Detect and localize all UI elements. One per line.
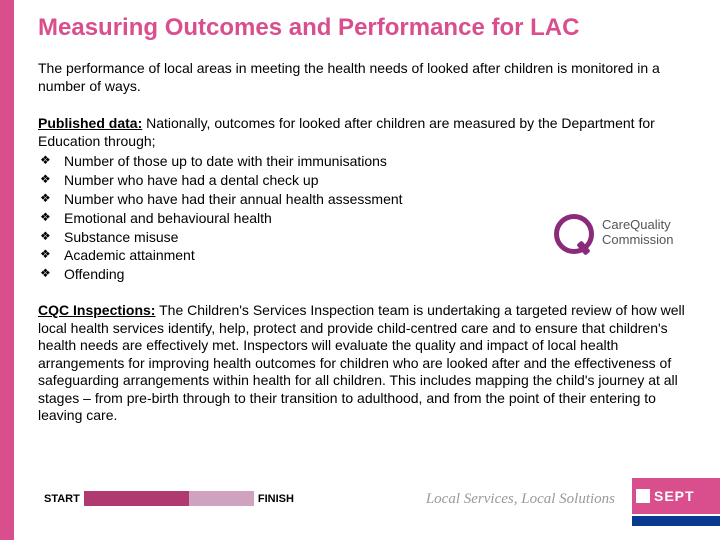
- cqc-label: CQC Inspections:: [38, 302, 155, 318]
- progress-fill: [84, 491, 189, 506]
- cqc-q-icon: [554, 214, 594, 254]
- progress-indicator: START FINISH: [44, 491, 294, 506]
- progress-start-label: START: [44, 493, 80, 505]
- brand-text: SEPT: [654, 488, 695, 504]
- intro-paragraph: The performance of local areas in meetin…: [38, 60, 698, 95]
- page-title: Measuring Outcomes and Performance for L…: [38, 14, 698, 42]
- cqc-section: CQC Inspections: The Children's Services…: [38, 302, 698, 425]
- cqc-line1: CareQuality: [602, 217, 671, 232]
- progress-bar: [84, 491, 254, 506]
- list-item: Number who have had their annual health …: [38, 190, 698, 209]
- cqc-logo: CareQuality Commission: [554, 210, 704, 260]
- nhs-bar: [632, 516, 720, 526]
- cqc-logo-text: CareQuality Commission: [602, 218, 674, 248]
- list-item: Offending: [38, 265, 698, 284]
- cqc-text: The Children's Services Inspection team …: [38, 302, 685, 423]
- list-item: Number who have had a dental check up: [38, 171, 698, 190]
- tagline: Local Services, Local Solutions: [426, 491, 615, 508]
- published-label: Published data:: [38, 115, 142, 131]
- brand-square-icon: [636, 489, 650, 503]
- list-item: Number of those up to date with their im…: [38, 152, 698, 171]
- progress-finish-label: FINISH: [258, 493, 294, 505]
- cqc-line2: Commission: [602, 232, 674, 247]
- accent-sidebar: [0, 0, 14, 540]
- sept-brand-block: SEPT: [632, 478, 720, 514]
